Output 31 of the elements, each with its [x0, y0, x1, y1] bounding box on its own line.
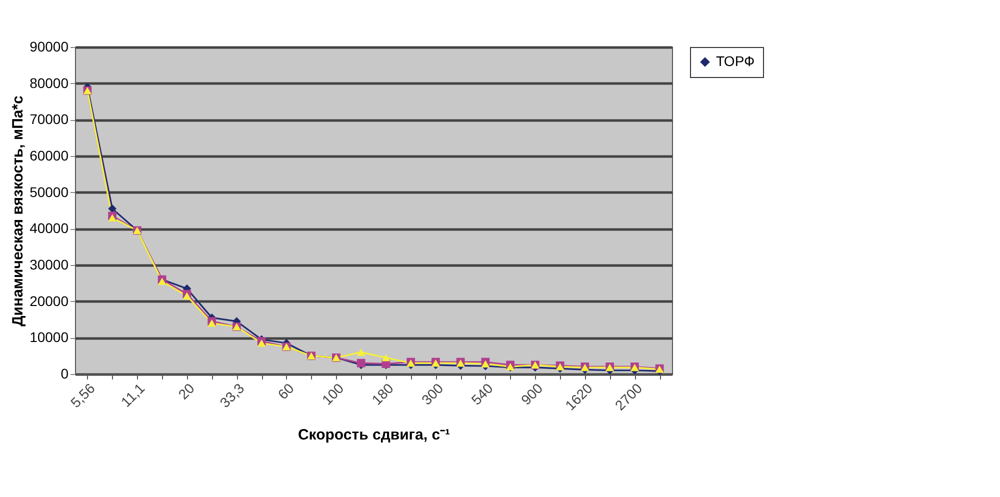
- point: [208, 320, 216, 327]
- x-tick-label: 540: [468, 380, 496, 408]
- x-tick-label: 11,1: [118, 380, 148, 410]
- y-tick-label: 80000: [30, 74, 69, 91]
- x-tick-label: 60: [274, 380, 297, 402]
- x-tick-label: 900: [518, 380, 546, 408]
- y-tick-label: 30000: [30, 256, 69, 272]
- point: [481, 360, 490, 368]
- y-tick-label: 0: [60, 366, 69, 382]
- point: [158, 278, 166, 285]
- x-tick-label: 33,3: [216, 380, 248, 411]
- y-tick-label: 40000: [30, 220, 69, 236]
- point: [356, 348, 366, 356]
- legend-label: ТОРФ: [716, 53, 755, 69]
- x-tick-label: 20: [175, 380, 198, 402]
- x-tick-label: 5,56: [67, 380, 98, 411]
- x-tick-label: 100: [318, 380, 347, 408]
- x-tick-label: 180: [368, 380, 396, 408]
- y-axis-title: Динамическая вязкость, мПа*с: [10, 96, 27, 326]
- point: [108, 204, 116, 213]
- y-tick-label: 50000: [30, 184, 69, 200]
- x-axis-title: Скорость сдвига, с⁻¹: [298, 426, 450, 444]
- y-tick-label: 60000: [30, 148, 69, 164]
- y-tick-label: 20000: [30, 292, 69, 309]
- y-tick-label: 10000: [30, 329, 69, 346]
- x-tick-label: 300: [418, 380, 446, 408]
- point: [108, 214, 116, 222]
- point: [382, 354, 390, 362]
- point: [182, 292, 192, 300]
- y-tick-label: 70000: [30, 111, 69, 128]
- y-tick-label: 90000: [30, 38, 69, 54]
